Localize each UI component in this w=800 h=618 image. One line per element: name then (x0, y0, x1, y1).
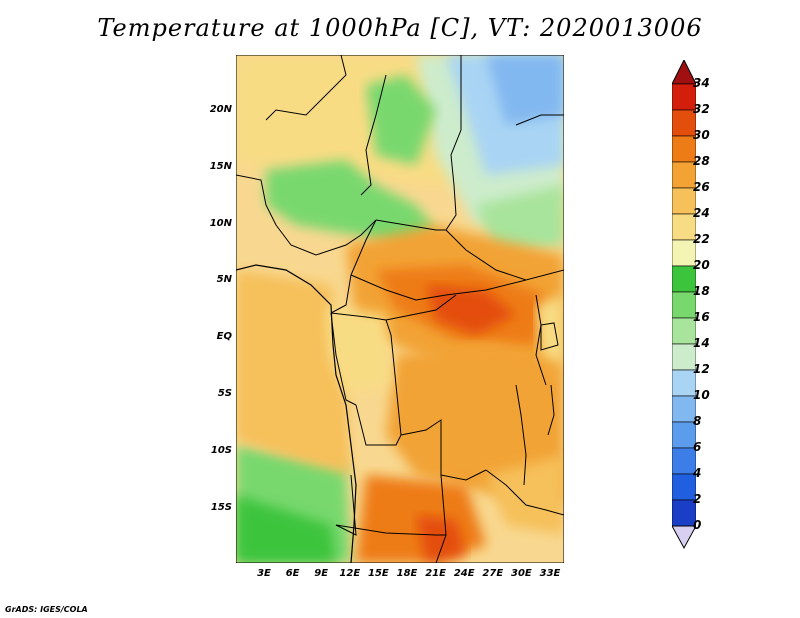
colorbar-box (672, 343, 696, 371)
colorbar-box (672, 83, 696, 111)
lat-tick-label: 10N (209, 217, 232, 229)
coastline (236, 264, 357, 563)
country-borders (236, 55, 564, 563)
lon-tick-label: 12E (339, 568, 361, 579)
colorbar-box (672, 213, 696, 241)
lake-victoria (540, 322, 559, 351)
colorbar-level-label: 4 (693, 466, 702, 480)
colorbar-box (672, 421, 696, 449)
grads-credit: GrADS: IGES/COLA (5, 605, 88, 614)
colorbar-level-label: 8 (693, 414, 702, 428)
colorbar-box (672, 161, 696, 189)
colorbar-level-label: 18 (693, 284, 710, 298)
temperature-map (236, 55, 564, 563)
lon-tick-label: 6E (285, 568, 300, 579)
lon-tick-label: 18E (396, 568, 418, 579)
colorbar-level-label: 22 (693, 232, 710, 246)
lon-tick-label: 33E (539, 568, 561, 579)
colorbar-level-label: 32 (693, 102, 710, 116)
colorbar (672, 60, 696, 550)
colorbar-box (672, 135, 696, 163)
colorbar-box (672, 265, 696, 293)
colorbar-level-label: 34 (693, 76, 710, 90)
temperature-field (236, 55, 564, 563)
lat-tick-label: 10S (210, 444, 232, 456)
colorbar-under-triangle (672, 525, 696, 550)
colorbar-level-label: 6 (693, 440, 702, 454)
colorbar-level-label: 14 (693, 336, 710, 350)
lat-tick-label: 20N (209, 104, 232, 115)
colorbar-level-label: 10 (693, 388, 710, 402)
colorbar-box (672, 395, 696, 423)
lon-tick-label: 24E (453, 568, 475, 579)
lake-tanganyika (515, 384, 527, 486)
lon-tick-label: 21E (425, 568, 446, 579)
plot-title: Temperature at 1000hPa [C], VT: 20200130… (97, 14, 703, 42)
colorbar-level-label: 30 (693, 128, 710, 142)
colorbar-box (672, 291, 696, 319)
lon-tick-label: 3E (257, 568, 271, 579)
colorbar-level-label: 26 (693, 180, 710, 194)
lon-tick-label: 27E (482, 568, 504, 579)
lon-tick-label: 9E (314, 568, 329, 579)
colorbar-level-label: 0 (693, 518, 702, 532)
colorbar-level-label: 16 (693, 310, 710, 324)
colorbar-box (672, 109, 696, 137)
lon-tick-label: 30E (511, 568, 532, 579)
lat-tick-label: 15N (209, 160, 232, 172)
lat-tick-label: 15S (210, 501, 232, 513)
colorbar-box (672, 187, 696, 215)
lon-tick-label: 15E (368, 568, 389, 579)
lat-tick-label: 5N (216, 274, 232, 286)
lake-malawi (547, 384, 555, 436)
colorbar-level-label: 12 (693, 362, 710, 376)
lat-tick-label: EQ (216, 331, 232, 343)
lat-tick-label: 5S (217, 388, 232, 399)
colorbar-level-label: 2 (693, 492, 702, 506)
colorbar-level-label: 28 (693, 154, 710, 168)
colorbar-level-label: 20 (693, 258, 710, 272)
colorbar-box (672, 239, 696, 267)
colorbar-level-label: 24 (693, 206, 710, 220)
